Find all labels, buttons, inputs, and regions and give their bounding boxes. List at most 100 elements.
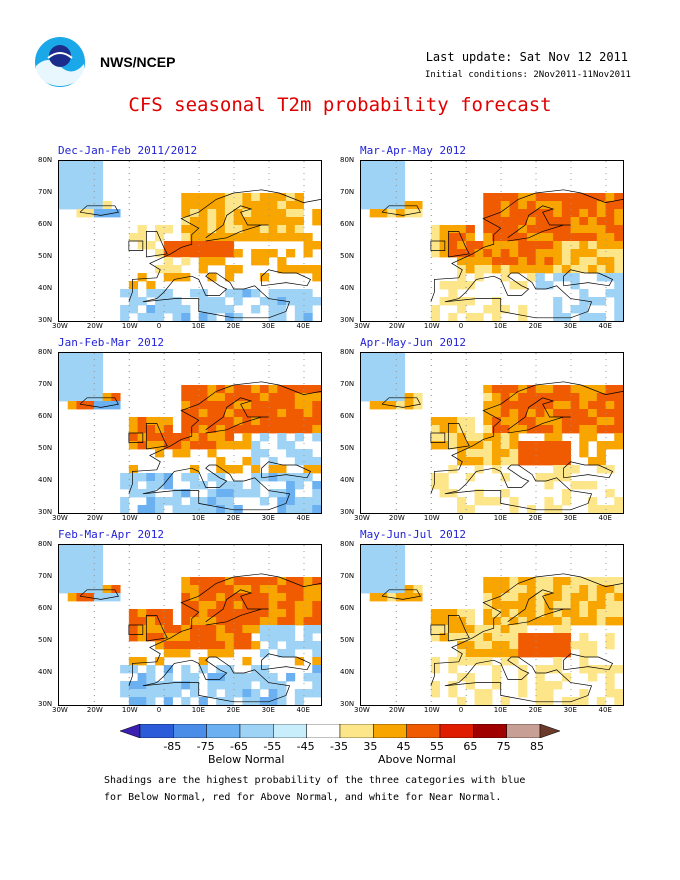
lon-label: 20W xyxy=(86,514,103,522)
footnote-line-1: Shadings are the highest probability of … xyxy=(104,775,526,786)
last-update-text: Last update: Sat Nov 12 2011 xyxy=(425,50,628,64)
lon-label: 30E xyxy=(261,706,275,714)
colorbar-swatch xyxy=(139,724,174,738)
colorbar-tick: -75 xyxy=(196,740,215,753)
lon-label: 10W xyxy=(423,514,440,522)
colorbar-swatch xyxy=(506,724,541,738)
colorbar-tick: 35 xyxy=(363,740,378,753)
panel-title-2: Jan-Feb-Mar 2012 xyxy=(58,336,164,349)
lon-label: 10E xyxy=(191,706,206,714)
lat-label: 70N xyxy=(340,188,355,196)
lon-label: 40E xyxy=(598,514,612,522)
lon-label: 30E xyxy=(563,322,577,330)
lat-label: 40N xyxy=(340,476,355,484)
lon-label: 10E xyxy=(493,706,508,714)
lat-label: 70N xyxy=(340,380,355,388)
lon-label: 20E xyxy=(528,706,542,714)
lon-label: 40E xyxy=(598,706,612,714)
lon-label: 20E xyxy=(226,706,240,714)
footnote: Shadings are the highest probability of … xyxy=(104,772,525,806)
colorbar-tick: -55 xyxy=(263,740,282,753)
lon-label: 40E xyxy=(296,706,310,714)
footnote-line-2: for Below Normal, red for Above Normal, … xyxy=(104,792,502,803)
lon-label: 0 xyxy=(156,706,162,714)
colorbar-tick: 75 xyxy=(496,740,511,753)
panel-title-0: Dec-Jan-Feb 2011/2012 xyxy=(58,144,198,157)
lat-label: 60N xyxy=(340,604,355,612)
lat-label: 50N xyxy=(38,636,53,644)
panel-title-1: Mar-Apr-May 2012 xyxy=(360,144,466,157)
colorbar-swatch xyxy=(206,724,241,738)
lon-label: 20W xyxy=(388,322,405,330)
panel-title-5: May-Jun-Jul 2012 xyxy=(360,528,466,541)
lat-label: 40N xyxy=(340,668,355,676)
lon-label: 0 xyxy=(458,706,464,714)
lat-label: 50N xyxy=(340,444,355,452)
lat-label: 30N xyxy=(38,508,53,516)
lat-label: 40N xyxy=(340,284,355,292)
lon-label: 0 xyxy=(458,322,464,330)
lon-label: 30W xyxy=(354,322,370,330)
lon-label: 40E xyxy=(296,322,310,330)
lat-label: 30N xyxy=(38,316,53,324)
colorbar-swatch xyxy=(306,724,341,738)
forecast-map-1 xyxy=(360,160,624,322)
lon-label: 20W xyxy=(388,514,405,522)
lon-label: 30E xyxy=(261,322,275,330)
lon-label: 10E xyxy=(191,322,206,330)
lat-label: 40N xyxy=(38,668,53,676)
panel-title-4: Feb-Mar-Apr 2012 xyxy=(58,528,164,541)
lon-label: 40E xyxy=(296,514,310,522)
lat-label: 70N xyxy=(38,380,53,388)
lat-label: 80N xyxy=(340,348,355,356)
lon-label: 30E xyxy=(563,706,577,714)
lat-label: 60N xyxy=(340,412,355,420)
colorbar-tick: -85 xyxy=(163,740,182,753)
lon-label: 20W xyxy=(86,706,103,714)
lat-label: 50N xyxy=(38,252,53,260)
lat-label: 70N xyxy=(38,572,53,580)
lon-label: 10W xyxy=(121,514,138,522)
lat-label: 50N xyxy=(38,444,53,452)
lon-label: 20E xyxy=(528,322,542,330)
lon-label: 20E xyxy=(226,514,240,522)
lat-label: 70N xyxy=(340,572,355,580)
lon-label: 10E xyxy=(493,322,508,330)
probability-colorbar xyxy=(120,724,560,738)
lat-label: 50N xyxy=(340,636,355,644)
lat-label: 30N xyxy=(340,508,355,516)
lon-label: 30W xyxy=(354,514,370,522)
lon-label: 30E xyxy=(261,514,275,522)
colorbar-swatch xyxy=(239,724,274,738)
lon-label: 30W xyxy=(354,706,370,714)
colorbar-swatch xyxy=(173,724,207,738)
colorbar-tick: 55 xyxy=(430,740,444,753)
lon-label: 0 xyxy=(458,514,464,522)
lat-label: 80N xyxy=(340,540,355,548)
panel-title-3: Apr-May-Jun 2012 xyxy=(360,336,466,349)
forecast-map-0 xyxy=(58,160,322,322)
colorbar-swatch xyxy=(120,724,141,738)
colorbar-swatch xyxy=(473,724,507,738)
lat-label: 60N xyxy=(38,220,53,228)
lat-label: 80N xyxy=(38,348,53,356)
lat-label: 80N xyxy=(340,156,355,164)
colorbar-swatch xyxy=(373,724,407,738)
colorbar-swatch xyxy=(406,724,441,738)
lon-label: 10W xyxy=(121,322,138,330)
lat-label: 70N xyxy=(38,188,53,196)
lat-label: 60N xyxy=(38,604,53,612)
lon-label: 10E xyxy=(191,514,206,522)
lon-label: 30W xyxy=(52,322,68,330)
colorbar-tick: 85 xyxy=(530,740,544,753)
colorbar-tick: 65 xyxy=(463,740,478,753)
above-normal-label: Above Normal xyxy=(378,753,456,766)
page-title: CFS seasonal T2m probability forecast xyxy=(128,94,552,116)
forecast-map-5 xyxy=(360,544,624,706)
colorbar-swatch xyxy=(339,724,374,738)
lon-label: 40E xyxy=(598,322,612,330)
lon-label: 0 xyxy=(156,322,162,330)
lon-label: 10W xyxy=(121,706,138,714)
lon-label: 20E xyxy=(226,322,240,330)
colorbar-swatch xyxy=(539,724,560,738)
